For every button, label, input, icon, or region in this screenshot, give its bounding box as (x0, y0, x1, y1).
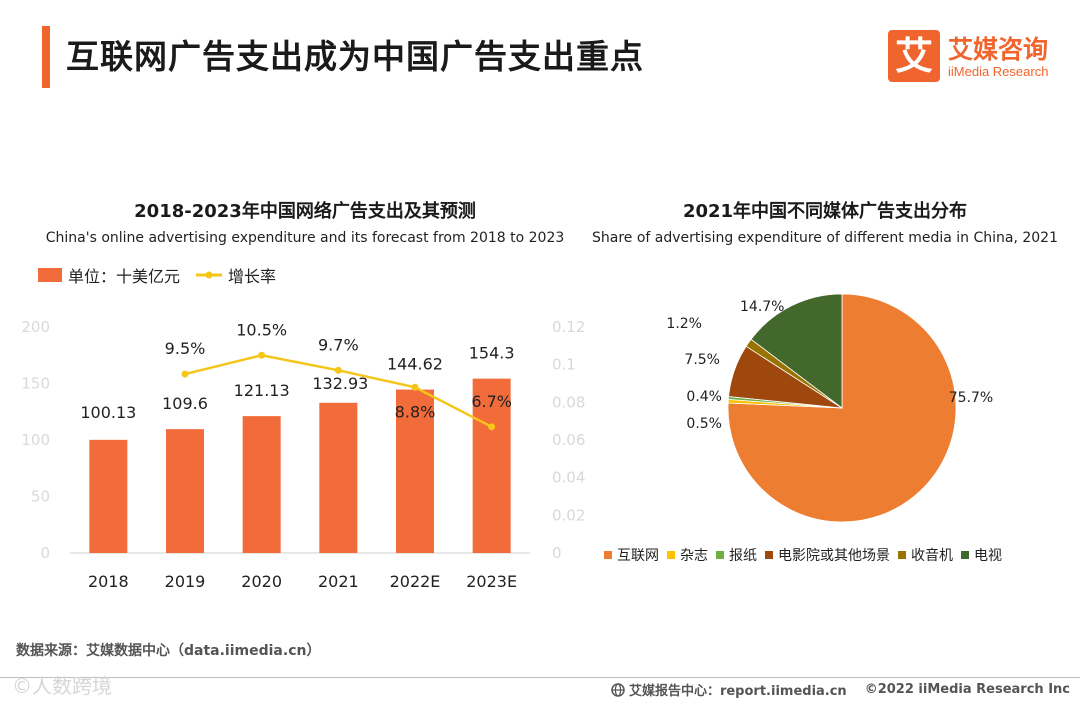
pie-chart-title: 2021年中国不同媒体广告支出分布 (682, 201, 968, 222)
y-tick-label: 0 (40, 544, 50, 562)
y-tick-label: 50 (31, 488, 50, 506)
pie-legend-label: 电视 (974, 548, 1002, 564)
legend-line-label: 增长率 (228, 267, 277, 286)
x-tick-label: 2018 (88, 572, 129, 591)
growth-rate-label: 6.7% (471, 392, 512, 411)
pie-legend-label: 电影院或其他场景 (778, 548, 890, 564)
y2-tick-label: 0.12 (552, 318, 585, 336)
logo-en-text: iiMedia Research (948, 64, 1049, 79)
x-tick-label: 2019 (165, 572, 206, 591)
footer-report-link[interactable]: 艾媒报告中心：report.iimedia.cn (628, 684, 847, 699)
bar-value-label: 144.62 (387, 355, 443, 374)
globe-icon (611, 682, 625, 697)
pie-slice-label: 75.7% (949, 390, 993, 406)
pie-legend-label: 报纸 (729, 548, 757, 564)
bar-value-label: 121.13 (234, 381, 290, 400)
x-tick-label: 2020 (241, 572, 282, 591)
x-tick-label: 2021 (318, 572, 359, 591)
pie-legend-swatch (961, 551, 969, 559)
pie-legend-item: 互联网 (604, 545, 659, 565)
footer: 艾媒报告中心：report.iimedia.cn ©2022 iiMedia R… (611, 680, 1070, 699)
footer-divider (0, 677, 1080, 678)
growth-rate-label: 9.5% (165, 339, 206, 358)
watermark: ©人数跨境 (12, 674, 112, 698)
y-tick-label: 100 (21, 431, 50, 449)
pie-legend-label: 互联网 (617, 548, 659, 564)
pie-chart-subtitle: Share of advertising expenditure of diff… (591, 230, 1058, 246)
logo-cn-text: 艾媒咨询 (948, 35, 1049, 64)
growth-rate-point (488, 423, 496, 431)
pie-legend-swatch (765, 551, 773, 559)
growth-rate-point (334, 366, 342, 374)
pie-slice-label: 1.2% (666, 316, 702, 332)
bar-line-chart: 0 50 100 150 200 0 0.02 0.04 0.06 0.08 0.1 0.12 2018… (21, 318, 585, 591)
pie-slice-label: 14.7% (740, 299, 784, 315)
legend-line-swatch (196, 271, 223, 279)
pie-slice-label: 0.4% (686, 389, 722, 405)
bar-value-label: 100.13 (80, 403, 136, 422)
bar (396, 389, 434, 553)
growth-rate-label: 9.7% (318, 335, 359, 354)
data-source: 数据来源：艾媒数据中心（data.iimedia.cn） (16, 643, 321, 659)
pie-legend-item: 收音机 (898, 545, 953, 565)
x-tick-label: 2022E (390, 572, 441, 591)
bar (472, 378, 511, 553)
page-title: 互联网广告支出成为中国广告支出重点 (66, 37, 644, 76)
y-tick-label: 200 (21, 318, 50, 336)
pie-legend-item: 电影院或其他场景 (765, 545, 890, 565)
title-accent-bar (42, 26, 50, 88)
growth-rate-point (258, 351, 266, 359)
x-tick-label: 2023E (466, 572, 517, 591)
bar-value-label: 132.93 (312, 374, 368, 393)
pie-legend-swatch (604, 551, 612, 559)
bar-value-label: 109.6 (162, 394, 208, 413)
pie-legend-swatch (667, 551, 675, 559)
pie-slice (750, 293, 843, 409)
bar-chart-legend: 单位：十美亿元 增长率 (38, 263, 276, 287)
y2-tick-label: 0.08 (552, 393, 585, 411)
pie-legend-label: 杂志 (680, 548, 708, 564)
growth-rate-point (411, 383, 419, 391)
pie-slice-label: 0.5% (686, 416, 722, 432)
y2-tick-label: 0.06 (552, 431, 585, 449)
y2-tick-label: 0.04 (552, 469, 585, 487)
bar-chart-subtitle: China's online advertising expenditure a… (45, 230, 565, 246)
bar-value-label: 154.3 (469, 344, 515, 363)
y2-tick-label: 0 (552, 544, 562, 562)
pie-legend-item: 报纸 (716, 545, 757, 565)
pie-legend-swatch (898, 551, 906, 559)
y2-tick-label: 0.02 (552, 506, 585, 524)
y2-tick-label: 0.1 (552, 356, 576, 374)
logo-mark: 艾 (888, 30, 940, 82)
pie-legend-item: 电视 (961, 545, 1002, 565)
bar-chart-title: 2018-2023年中国网络广告支出及其预测 (134, 201, 476, 222)
growth-rate-label: 10.5% (236, 320, 287, 339)
bar (319, 402, 358, 553)
growth-rate-label: 8.8% (395, 402, 436, 421)
pie-legend-label: 收音机 (911, 548, 953, 564)
bar (166, 429, 204, 553)
pie-slice-label: 7.5% (684, 352, 720, 368)
pie-chart-legend: 互联网 杂志 报纸 电影院或其他场景 收音机 电视 (604, 545, 1010, 565)
pie-legend-item: 杂志 (667, 545, 708, 565)
y-tick-label: 150 (21, 375, 50, 393)
bar (89, 439, 128, 553)
legend-bar-label: 单位：十美亿元 (68, 267, 181, 286)
pie-legend-swatch (716, 551, 724, 559)
footer-copyright: ©2022 iiMedia Research Inc (864, 682, 1070, 697)
growth-rate-point (181, 370, 189, 378)
legend-bar-swatch (38, 268, 62, 282)
pie-chart: 75.7% 0.5% 0.4% 7.5% 1.2% 14.7% (666, 293, 993, 523)
iimedia-logo: 艾 艾媒咨询 iiMedia Research (888, 30, 1068, 84)
bar (242, 416, 281, 553)
